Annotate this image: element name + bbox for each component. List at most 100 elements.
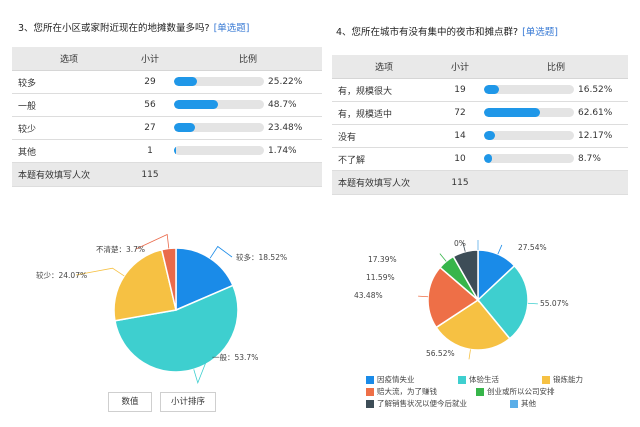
leader-line [193, 356, 209, 385]
pie-chart-1: 较多：18.52% 一般：53.7% 较少：24.07% 不清楚：3.7% [36, 233, 287, 385]
value-button[interactable]: 数值 [108, 392, 152, 412]
legend-swatch [510, 400, 518, 408]
col-ratio-header: 比例 [174, 47, 322, 71]
table-row: 其他 1 1.74% [12, 139, 322, 163]
legend-item: 创业或所以公司安排 [476, 386, 555, 397]
total-label: 本题有效填写人次 [332, 170, 436, 195]
legend-item: 因疫情失业 [366, 374, 415, 385]
legend-label: 其他 [521, 399, 536, 408]
legend-swatch [366, 388, 374, 396]
ratio-cell: 62.61% [484, 101, 628, 125]
ratio-bar-fill [174, 146, 176, 156]
q4-type: [单选题] [522, 27, 559, 38]
ratio-value: 48.7% [268, 99, 297, 110]
q3-title: 3、您所在小区或家附近现在的地摊数量多吗? [单选题] [18, 20, 250, 34]
slice-label: 不清楚：3.7% [96, 244, 145, 254]
option-label: 较多 [12, 70, 126, 94]
col-ratio-header: 比例 [484, 55, 628, 79]
slice-0-slice [175, 247, 234, 312]
ratio-value: 12.17% [578, 130, 613, 141]
option-label: 其他 [12, 139, 126, 163]
ratio-bar [484, 154, 574, 164]
legend-label: 了解销售状况以便今后就业 [377, 399, 467, 408]
ratio-cell: 12.17% [484, 124, 628, 148]
leader-line [439, 253, 447, 262]
slice-label: 0% [454, 239, 466, 248]
ratio-cell: 25.22% [174, 70, 322, 94]
ratio-bar-fill [484, 131, 495, 141]
leader-line [468, 349, 471, 360]
q4-title-text: 4、您所在城市有没有集中的夜市和摊点群? [336, 27, 519, 38]
ratio-value: 16.52% [578, 84, 613, 95]
q3-table: 选项 小计 比例 较多 29 25.22% 一般 56 48.7% 较少 27 23.48% 其他… [12, 47, 322, 187]
col-option-header: 选项 [332, 55, 436, 79]
legend-item: 锻炼能力 [542, 374, 583, 385]
total-empty [484, 170, 628, 195]
table-row: 一般 56 48.7% [12, 93, 322, 117]
slice-1-slice [476, 264, 529, 340]
ratio-value: 8.7% [578, 153, 601, 164]
table-row: 较少 27 23.48% [12, 116, 322, 140]
ratio-bar [174, 100, 264, 110]
legend-label: 创业或所以公司安排 [487, 387, 555, 396]
slice-2-slice [435, 299, 511, 351]
legend-item: 赔大流，为了赚钱 [366, 386, 437, 397]
table-row: 较多 29 25.22% [12, 70, 322, 94]
count-value: 19 [436, 78, 484, 102]
ratio-cell: 1.74% [174, 139, 322, 163]
option-label: 有，规模适中 [332, 101, 436, 125]
total-value: 115 [436, 170, 484, 195]
ratio-value: 23.48% [268, 122, 303, 133]
legend-label: 赔大流，为了赚钱 [377, 387, 437, 396]
legend-label: 因疫情失业 [377, 375, 415, 384]
leader-line [462, 241, 466, 252]
total-row: 本题有效填写人次 115 [12, 162, 322, 187]
q3-title-text: 3、您所在小区或家附近现在的地摊数量多吗? [18, 23, 210, 34]
slice-2-slice [113, 248, 177, 322]
sort-button[interactable]: 小计排序 [160, 392, 216, 412]
leader-line [75, 267, 125, 277]
ratio-bar [174, 123, 264, 133]
ratio-bar-fill [174, 77, 197, 87]
count-value: 1 [126, 139, 174, 163]
legend-label: 体验生活 [469, 375, 499, 384]
legend-swatch [366, 376, 374, 384]
count-value: 29 [126, 70, 174, 94]
table-row: 有，规模很大 19 16.52% [332, 78, 628, 102]
slice-label: 27.54% [518, 243, 547, 252]
q3-type: [单选题] [213, 23, 250, 34]
ratio-value: 1.74% [268, 145, 297, 156]
leader-line [209, 245, 233, 259]
legend-item: 了解销售状况以便今后就业 [366, 398, 467, 409]
ratio-bar-fill [484, 108, 541, 118]
col-count-header: 小计 [436, 55, 484, 79]
total-value: 115 [126, 162, 174, 187]
table-row: 不了解 10 8.7% [332, 147, 628, 171]
slice-label: 较少：24.07% [36, 270, 87, 280]
col-option-header: 选项 [12, 47, 126, 71]
leader-line [497, 244, 503, 255]
legend-swatch [366, 400, 374, 408]
slice-label: 55.07% [540, 299, 569, 308]
legend-item: 其他 [510, 398, 536, 409]
ratio-bar [174, 77, 264, 87]
ratio-bar-fill [484, 85, 499, 95]
q4-table: 选项 小计 比例 有，规模很大 19 16.52% 有，规模适中 72 62.61% 没有 1… [332, 55, 628, 195]
option-label: 较少 [12, 116, 126, 140]
ratio-bar-fill [484, 154, 492, 164]
option-label: 有，规模很大 [332, 78, 436, 102]
ratio-cell: 16.52% [484, 78, 628, 102]
count-value: 72 [436, 101, 484, 125]
option-label: 一般 [12, 93, 126, 117]
slice-label: 较多：18.52% [236, 252, 287, 262]
legend-label: 锻炼能力 [553, 375, 583, 384]
total-empty [174, 162, 322, 187]
legend-swatch [542, 376, 550, 384]
total-row: 本题有效填写人次 115 [332, 170, 628, 195]
slice-label: 56.52% [426, 349, 455, 358]
ratio-cell: 8.7% [484, 147, 628, 171]
ratio-bar [174, 146, 264, 156]
ratio-value: 25.22% [268, 76, 303, 87]
slice-label: 43.48% [354, 291, 383, 300]
ratio-cell: 23.48% [174, 116, 322, 140]
